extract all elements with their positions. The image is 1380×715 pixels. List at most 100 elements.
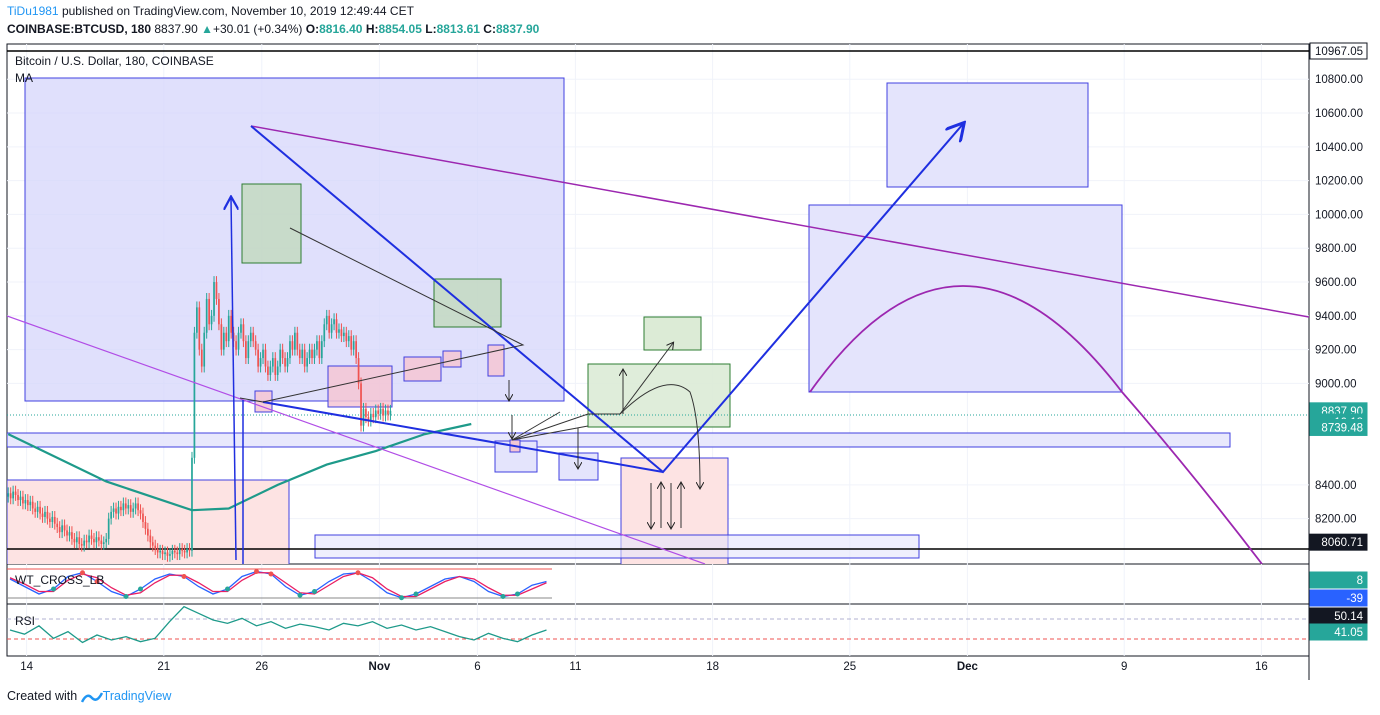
lower-band: [314, 534, 920, 559]
candle-body: [271, 358, 274, 367]
candle-body: [227, 315, 230, 342]
blue-arrow-up-left: [231, 198, 236, 561]
time-tick-label: 16: [1255, 661, 1268, 673]
price-change: +30.01 (+0.34%): [213, 22, 303, 36]
candle-body: [316, 341, 318, 350]
wt-cross-dot: [399, 595, 404, 601]
candle-body: [105, 538, 108, 543]
candle-body: [328, 315, 331, 333]
candle-body: [372, 413, 375, 418]
candle-body: [191, 457, 193, 551]
candle-body: [343, 332, 345, 337]
candle-body: [100, 540, 103, 544]
wt-cross-dot: [94, 579, 100, 584]
candle-body: [80, 543, 83, 546]
wt-cross-dot: [254, 569, 259, 574]
candle-body: [142, 513, 144, 523]
candle-body: [362, 408, 365, 426]
candle-body: [286, 358, 289, 367]
publish-info: TiDu1981 published on TradingView.com, N…: [7, 4, 414, 18]
price-tick-label: 9200.00: [1315, 345, 1357, 357]
candle-body: [29, 501, 32, 506]
close-value: 8837.90: [495, 22, 540, 36]
candle-body: [382, 408, 384, 416]
wt-cross-dot: [51, 586, 56, 592]
candle-body: [313, 349, 316, 359]
wt-cross-dot: [413, 591, 419, 597]
candle-body: [294, 332, 296, 350]
candle-body: [357, 358, 360, 384]
wt-cross-dot: [500, 594, 506, 599]
candle-body: [267, 366, 269, 375]
candle-body: [41, 513, 44, 517]
candle-body: [95, 537, 98, 543]
candle-body: [235, 341, 237, 350]
high-label: H:: [365, 22, 379, 36]
candle-body: [117, 506, 120, 514]
candle-body: [311, 349, 313, 359]
candle-body: [347, 336, 350, 342]
wt-cross-dot: [138, 586, 143, 592]
black-arc-down: [619, 384, 700, 488]
candle-body: [222, 332, 225, 350]
chart-title: Bitcoin / U.S. Dollar, 180, COINBASE: [15, 54, 214, 68]
close-label: C:: [483, 22, 496, 36]
candle-body: [242, 324, 245, 342]
price-label-text: 8060.71: [1321, 537, 1363, 549]
candle-body: [19, 496, 22, 501]
candle-body: [303, 349, 306, 367]
candle-body: [198, 307, 201, 350]
candle-body: [53, 516, 56, 524]
candle-body: [122, 503, 125, 511]
candle-body: [252, 332, 255, 342]
symbol: COINBASE:BTCUSD, 180: [7, 22, 152, 36]
candle-body: [178, 549, 181, 555]
candle-body: [115, 508, 117, 514]
price-label-box: [1309, 42, 1368, 60]
candle-body: [83, 540, 86, 546]
candle-body: [323, 324, 326, 342]
candle-body: [367, 417, 370, 421]
open-label: O:: [305, 22, 320, 36]
candle-body: [120, 506, 122, 511]
candle-body: [389, 410, 392, 415]
candle-body: [279, 349, 282, 367]
price-tick-label: 10000.00: [1315, 209, 1363, 221]
candle-body: [355, 341, 357, 359]
candle-body: [176, 552, 179, 555]
black-arrow-up: [619, 343, 673, 415]
author-link[interactable]: TiDu1981: [7, 4, 59, 18]
time-axis[interactable]: 14 21 26 Nov 6 11 18 25 Dec 9 16: [20, 661, 1268, 673]
purple-arc-projection: [809, 285, 1263, 564]
candle-body: [171, 550, 174, 555]
candle-body: [210, 315, 213, 325]
candle-body: [169, 554, 171, 556]
candle-body: [205, 298, 208, 333]
candle-body: [320, 341, 323, 359]
candle-body: [12, 491, 14, 499]
candle-body: [301, 349, 304, 359]
price-label-text: 10967.05: [1315, 46, 1363, 58]
candle-body: [281, 349, 284, 359]
candle-body: [291, 341, 294, 350]
candle-body: [200, 349, 203, 367]
candle-body: [387, 410, 389, 415]
target-box-mid: [808, 204, 1123, 393]
wt-cross-dot: [123, 594, 129, 599]
candle-body: [166, 552, 169, 556]
candle-body: [245, 341, 247, 359]
candle-body: [225, 332, 228, 342]
brand-name[interactable]: TradingView: [102, 689, 172, 703]
candle-body: [110, 511, 112, 519]
support-band: [7, 432, 1231, 448]
candle-body: [75, 537, 78, 543]
candle-body: [254, 341, 257, 350]
candle-body: [193, 332, 196, 458]
price-label-box: [1309, 623, 1368, 641]
candle-body: [269, 366, 272, 375]
price-axis[interactable]: 10800.00 10600.00 10400.00 10200.00 10000.00…: [1309, 42, 1368, 641]
candle-body: [183, 550, 186, 553]
candle-body: [274, 358, 277, 375]
candle-body: [39, 506, 41, 514]
